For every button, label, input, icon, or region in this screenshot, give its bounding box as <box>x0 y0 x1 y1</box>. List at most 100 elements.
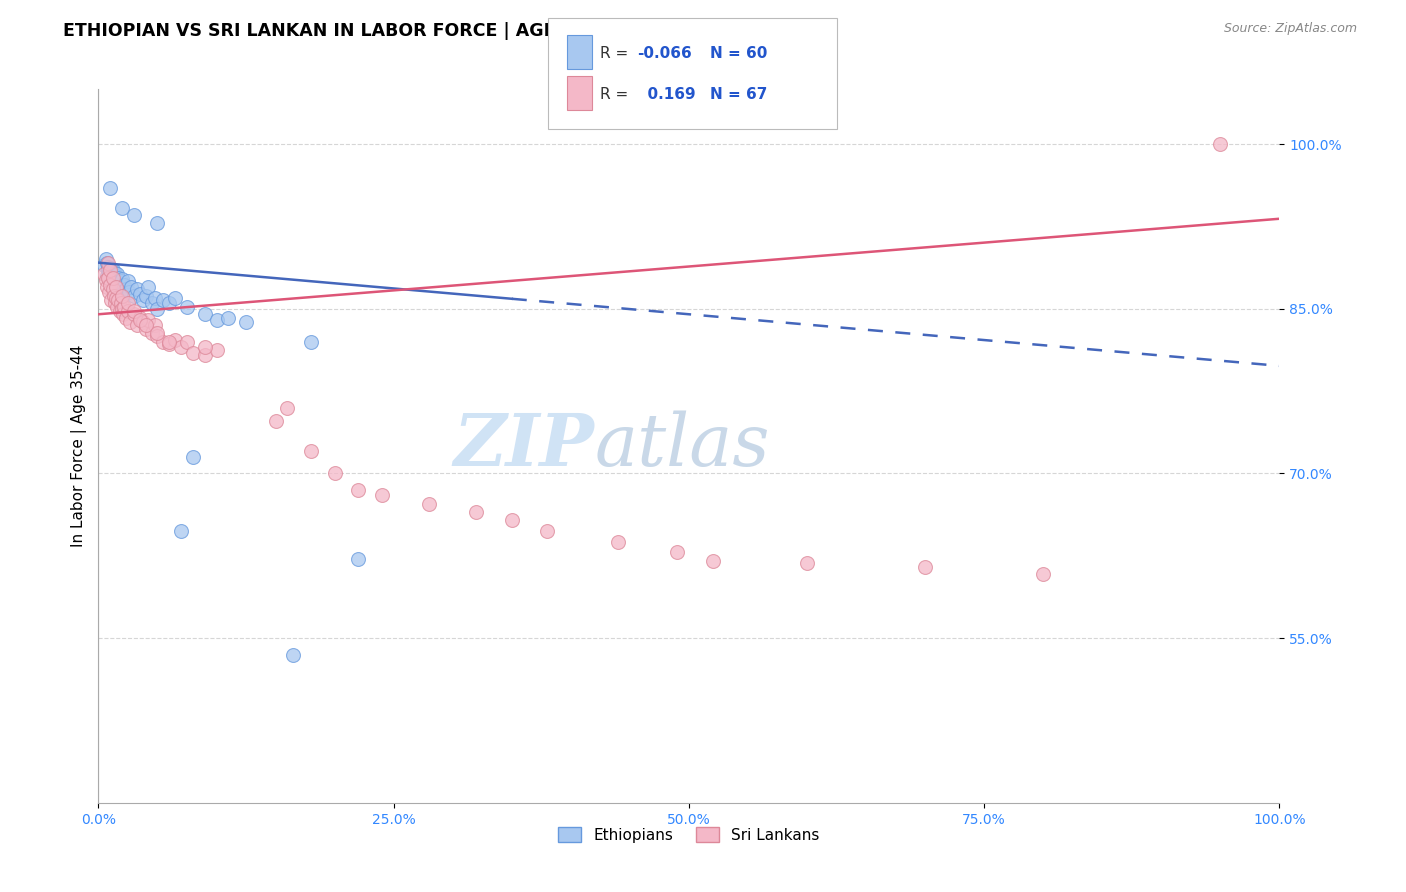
Point <box>114 282 136 296</box>
Point <box>323 467 346 481</box>
Point <box>146 216 169 230</box>
Point <box>98 277 121 292</box>
Point <box>194 340 217 354</box>
Point <box>110 274 132 288</box>
Text: -0.066: -0.066 <box>637 46 692 62</box>
Point <box>666 545 689 559</box>
Point <box>96 255 118 269</box>
Point <box>118 285 141 300</box>
Point <box>501 512 523 526</box>
Point <box>152 334 174 349</box>
Point <box>141 326 163 340</box>
Point <box>111 288 134 302</box>
Point <box>108 304 131 318</box>
Point <box>105 267 128 281</box>
Text: N = 60: N = 60 <box>710 46 768 62</box>
Point <box>100 274 122 288</box>
Point <box>103 277 125 292</box>
Point <box>264 414 287 428</box>
Y-axis label: In Labor Force | Age 35-44: In Labor Force | Age 35-44 <box>72 345 87 547</box>
Point <box>111 201 134 215</box>
Text: N = 67: N = 67 <box>710 87 768 103</box>
Point <box>104 266 127 280</box>
Point <box>194 307 217 321</box>
Point <box>170 524 193 538</box>
Point <box>107 293 129 307</box>
Point <box>98 181 121 195</box>
Point <box>165 291 187 305</box>
Point <box>112 300 135 314</box>
Point <box>181 450 204 464</box>
Point <box>122 288 145 302</box>
Point <box>93 258 115 272</box>
Point <box>146 326 169 340</box>
Point <box>170 340 193 354</box>
Point <box>1209 137 1232 152</box>
Point <box>111 280 134 294</box>
Point <box>135 321 157 335</box>
Point <box>100 267 122 281</box>
Point <box>347 483 370 497</box>
Point <box>120 315 142 329</box>
Text: Source: ZipAtlas.com: Source: ZipAtlas.com <box>1223 22 1357 36</box>
Point <box>132 315 155 329</box>
Point <box>135 288 157 302</box>
Point <box>143 291 166 305</box>
Point <box>105 280 128 294</box>
Point <box>143 318 166 333</box>
Point <box>128 312 150 326</box>
Point <box>157 296 180 310</box>
Point <box>100 293 122 307</box>
Point <box>122 209 145 223</box>
Point <box>97 263 120 277</box>
Point <box>111 301 134 316</box>
Text: R =: R = <box>600 87 634 103</box>
Point <box>105 291 128 305</box>
Point <box>108 277 131 292</box>
Point <box>105 276 128 290</box>
Point <box>122 307 145 321</box>
Point <box>141 296 163 310</box>
Point <box>127 318 149 333</box>
Point <box>276 401 298 415</box>
Point <box>176 334 198 349</box>
Point <box>914 559 936 574</box>
Point <box>103 268 125 283</box>
Text: R =: R = <box>600 46 634 62</box>
Point <box>98 285 121 300</box>
Point <box>536 524 558 538</box>
Point <box>96 268 118 283</box>
Text: 0.169: 0.169 <box>637 87 696 103</box>
Point <box>112 285 135 300</box>
Point <box>152 293 174 307</box>
Point <box>98 266 121 280</box>
Point <box>1032 567 1054 582</box>
Point <box>796 557 818 571</box>
Point <box>97 260 120 274</box>
Point <box>98 269 121 284</box>
Point <box>103 288 125 302</box>
Point <box>94 273 117 287</box>
Point <box>702 554 724 568</box>
Point <box>117 274 139 288</box>
Point <box>112 307 135 321</box>
Point <box>128 310 150 325</box>
Point <box>104 273 127 287</box>
Point <box>110 296 132 310</box>
Point <box>181 345 204 359</box>
Point <box>105 268 128 283</box>
Point <box>93 267 115 281</box>
Point <box>112 277 135 292</box>
Point <box>418 497 440 511</box>
Text: ZIP: ZIP <box>454 410 595 482</box>
Point <box>101 271 124 285</box>
Point <box>157 337 180 351</box>
Point <box>117 296 139 310</box>
Point <box>194 348 217 362</box>
Point <box>157 334 180 349</box>
Point <box>135 318 157 333</box>
Point <box>146 301 169 316</box>
Point <box>97 271 120 285</box>
Point <box>94 252 117 267</box>
Point <box>97 255 120 269</box>
